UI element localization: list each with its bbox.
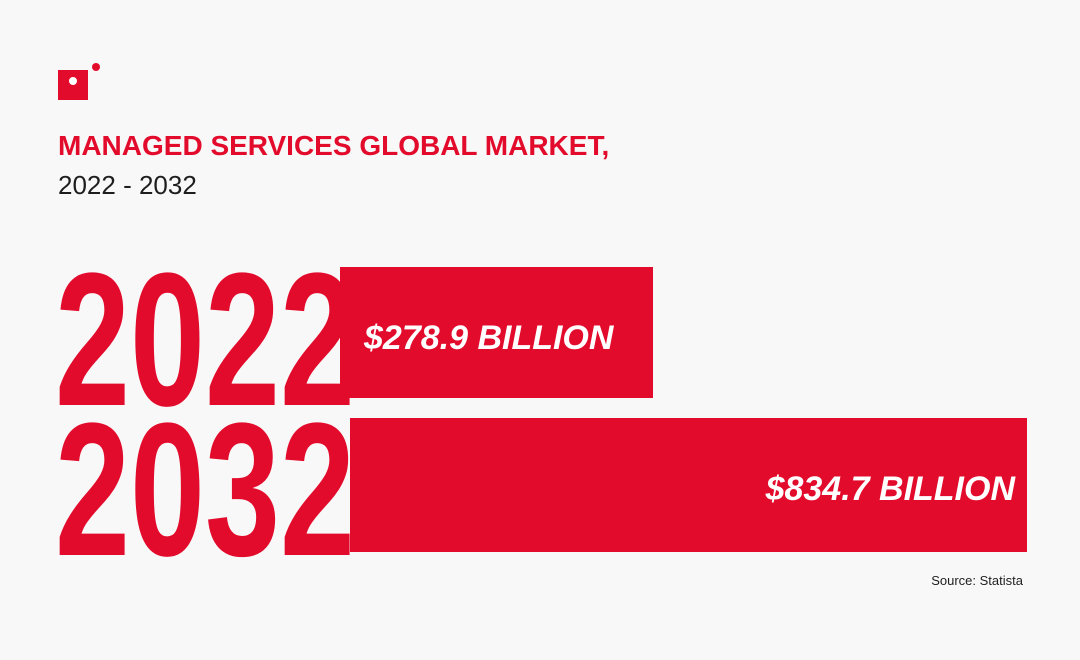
- value-label: $278.9 BILLION: [363, 319, 615, 357]
- value-bar: [350, 418, 1027, 552]
- subtitle: 2022 - 2032: [58, 170, 197, 200]
- source: Source: Statista: [931, 573, 1024, 588]
- value-bar: [340, 267, 653, 398]
- year: 2032: [55, 384, 355, 596]
- logo: [58, 63, 100, 100]
- value-label: $834.7 BILLION: [765, 470, 1017, 508]
- year: 2022: [55, 234, 355, 446]
- title: MANAGED SERVICES GLOBAL MARKET,: [58, 130, 609, 161]
